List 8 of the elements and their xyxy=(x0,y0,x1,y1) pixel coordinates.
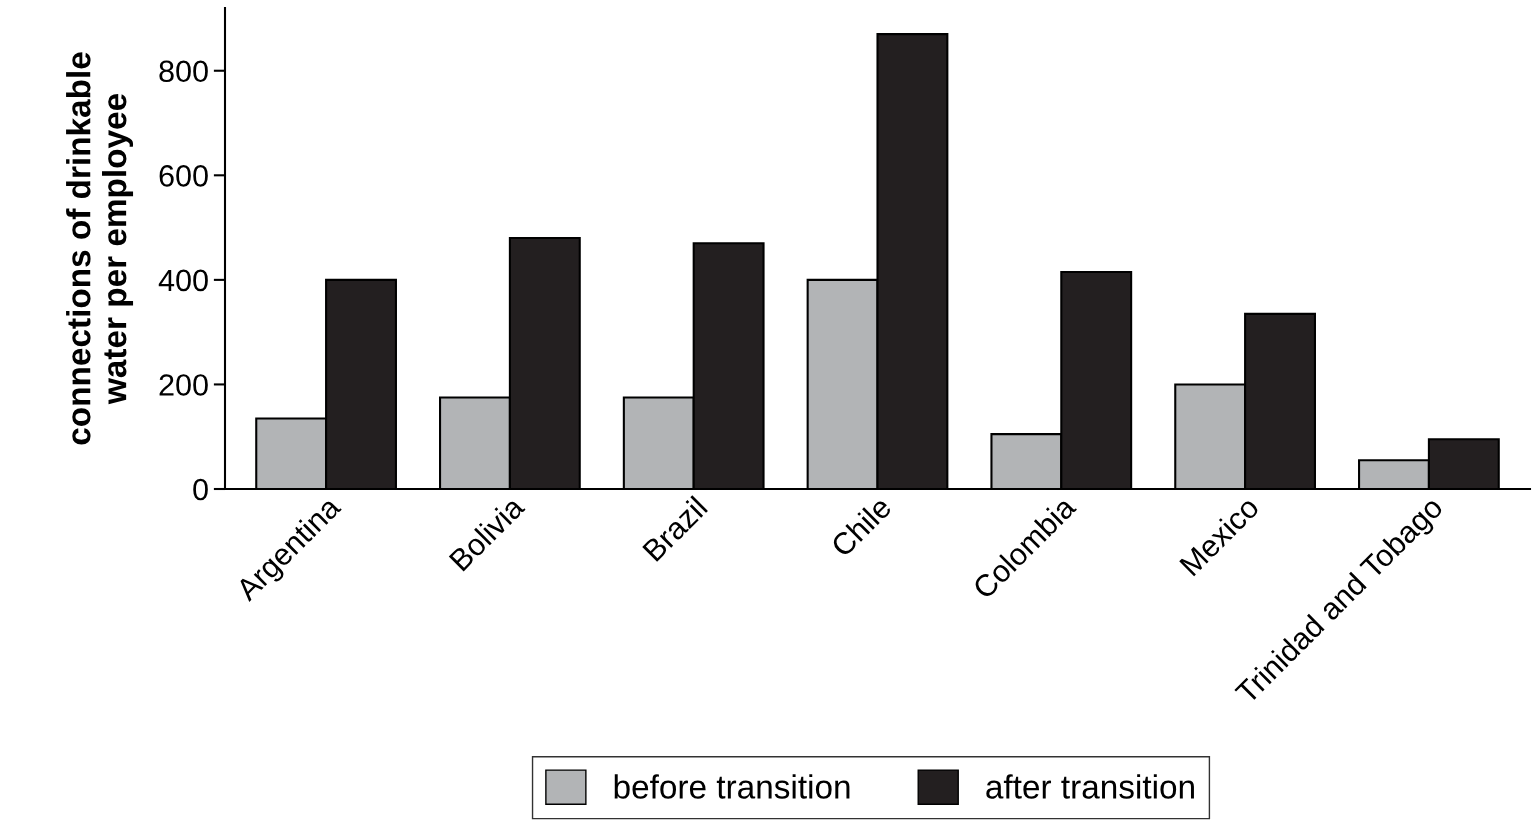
legend-label: before transition xyxy=(614,774,850,799)
y-tick-label: 0 xyxy=(193,478,208,501)
y-tick-label: 800 xyxy=(159,60,208,83)
legend-label: after transition xyxy=(986,774,1194,799)
y-tick-label: 200 xyxy=(159,374,208,396)
y-tick-label: 600 xyxy=(159,165,208,187)
y-tick-label: 400 xyxy=(158,269,208,292)
y-axis-title: connections of drinkable water per employee xyxy=(66,52,134,445)
